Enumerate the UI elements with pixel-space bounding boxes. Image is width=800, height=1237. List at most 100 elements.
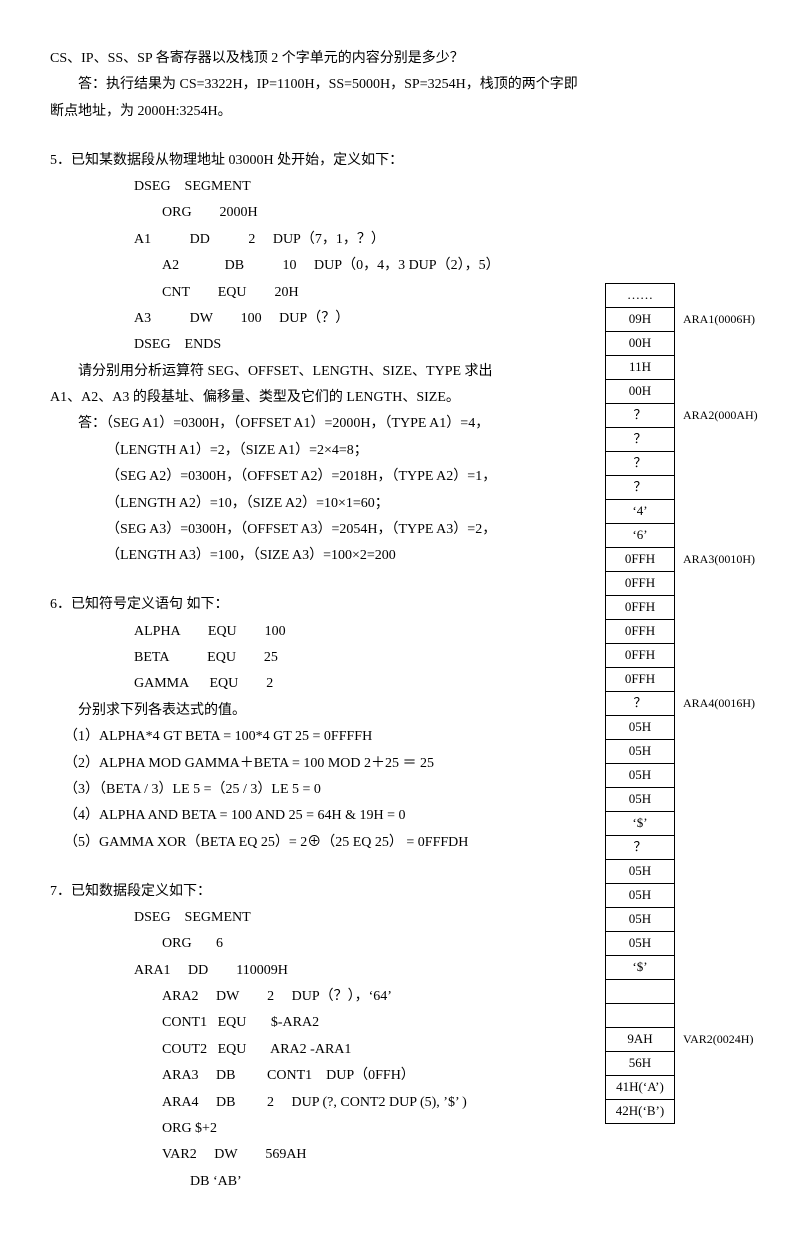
memory-label: ARA3(0010H) (675, 548, 760, 572)
text-line: A1、A2、A3 的段基址、偏移量、类型及它们的 LENGTH、SIZE。 (50, 387, 597, 409)
memory-cell: 56H (606, 1052, 675, 1076)
memory-cell: ‘$’ (606, 956, 675, 980)
memory-cell: ‘4’ (606, 500, 675, 524)
code: ARA3 DB CONT1 DUP（0FFH） (50, 1065, 597, 1087)
memory-label: ARA2(000AH) (675, 404, 760, 428)
code: COUT2 EQU ARA2 -ARA1 (50, 1039, 597, 1061)
code: GAMMA EQU 2 (50, 673, 597, 695)
memory-label (675, 812, 760, 836)
code: A3 DW 100 DUP（？） (50, 308, 597, 330)
memory-cell: 05H (606, 908, 675, 932)
memory-label (675, 284, 760, 308)
memory-cell: 42H(‘B’) (606, 1100, 675, 1124)
memory-label (675, 1052, 760, 1076)
memory-cell: 0FFH (606, 668, 675, 692)
q5-title: 5．已知某数据段从物理地址 03000H 处开始，定义如下： (50, 150, 597, 172)
memory-cell: 05H (606, 884, 675, 908)
memory-cell: 05H (606, 932, 675, 956)
memory-cell (606, 980, 675, 1004)
memory-label (675, 740, 760, 764)
q7-title: 7．已知数据段定义如下： (50, 881, 597, 903)
answer: （LENGTH A3）=100，（SIZE A3）=100×2=200 (50, 545, 597, 567)
code: ALPHA EQU 100 (50, 621, 597, 643)
memory-cell: ？ (606, 692, 675, 716)
memory-cell: 05H (606, 860, 675, 884)
code: ARA4 DB 2 DUP (?, CONT2 DUP (5), ’$’ ) (50, 1092, 597, 1114)
text-line: 断点地址，为 2000H:3254H。 (50, 101, 597, 123)
code: ORG 2000H (50, 202, 597, 224)
memory-cell: 0FFH (606, 620, 675, 644)
code: A1 DD 2 DUP（7，1，？） (50, 229, 597, 251)
answer: 答：（SEG A1）=0300H，（OFFSET A1）=2000H，（TYPE… (50, 413, 597, 435)
memory-label: VAR2(0024H) (675, 1028, 760, 1052)
code: A2 DB 10 DUP（0，4，3 DUP（2），5） (50, 255, 597, 277)
memory-label (675, 956, 760, 980)
code: VAR2 DW 569AH (50, 1144, 597, 1166)
code: CNT EQU 20H (50, 282, 597, 304)
memory-label (675, 980, 760, 1004)
memory-label (675, 356, 760, 380)
memory-cell: ？ (606, 428, 675, 452)
memory-label (675, 908, 760, 932)
memory-cell: 00H (606, 332, 675, 356)
memory-label (675, 620, 760, 644)
memory-label (675, 716, 760, 740)
memory-cell: 05H (606, 764, 675, 788)
memory-label (675, 836, 760, 860)
memory-cell: 05H (606, 716, 675, 740)
memory-cell: 05H (606, 740, 675, 764)
memory-label (675, 428, 760, 452)
memory-cell: 00H (606, 380, 675, 404)
answer: （SEG A3）=0300H，（OFFSET A3）=2054H，（TYPE A… (50, 519, 597, 541)
memory-cell: 09H (606, 308, 675, 332)
text-line: 答：执行结果为 CS=3322H，IP=1100H，SS=5000H，SP=32… (50, 74, 597, 96)
memory-label (675, 1004, 760, 1028)
expr: （2）ALPHA MOD GAMMA＋BETA = 100 MOD 2＋25 ＝… (50, 753, 597, 775)
memory-label: ARA1(0006H) (675, 308, 760, 332)
memory-label (675, 500, 760, 524)
memory-label (675, 476, 760, 500)
memory-label (675, 668, 760, 692)
memory-cell: …… (606, 284, 675, 308)
memory-label (675, 452, 760, 476)
code: DSEG SEGMENT (50, 907, 597, 929)
memory-label (675, 764, 760, 788)
code: BETA EQU 25 (50, 647, 597, 669)
memory-cell: 0FFH (606, 572, 675, 596)
text-line: 分别求下列各表达式的值。 (50, 700, 597, 722)
memory-cell: 9AH (606, 1028, 675, 1052)
memory-label (675, 524, 760, 548)
memory-cell: ‘$’ (606, 812, 675, 836)
memory-cell: ？ (606, 476, 675, 500)
memory-label (675, 932, 760, 956)
expr: （4）ALPHA AND BETA = 100 AND 25 = 64H & 1… (50, 805, 597, 827)
code: ORG 6 (50, 933, 597, 955)
code: DB ‘AB’ (50, 1171, 597, 1193)
code: DSEG ENDS (50, 334, 597, 356)
memory-table: ……09HARA1(0006H)00H11H00H？ARA2(000AH)？？？… (605, 283, 760, 1124)
memory-label (675, 788, 760, 812)
memory-cell: 11H (606, 356, 675, 380)
memory-label (675, 860, 760, 884)
memory-cell: 0FFH (606, 548, 675, 572)
memory-label: ARA4(0016H) (675, 692, 760, 716)
memory-cell: 05H (606, 788, 675, 812)
code: DSEG SEGMENT (50, 176, 597, 198)
answer: （SEG A2）=0300H，（OFFSET A2）=2018H，（TYPE A… (50, 466, 597, 488)
code: ORG $+2 (50, 1118, 597, 1140)
memory-label (675, 572, 760, 596)
answer: （LENGTH A2）=10，（SIZE A2）=10×1=60； (50, 493, 597, 515)
expr: （1）ALPHA*4 GT BETA = 100*4 GT 25 = 0FFFF… (50, 726, 597, 748)
expr: （3）（BETA / 3）LE 5 =（25 / 3）LE 5 = 0 (50, 779, 597, 801)
memory-label (675, 644, 760, 668)
q6-title: 6．已知符号定义语句 如下： (50, 594, 597, 616)
memory-cell: ？ (606, 452, 675, 476)
memory-cell: ‘6’ (606, 524, 675, 548)
memory-cell (606, 1004, 675, 1028)
memory-label (675, 1076, 760, 1100)
answer: （LENGTH A1）=2，（SIZE A1）=2×4=8； (50, 440, 597, 462)
memory-label (675, 596, 760, 620)
memory-label (675, 332, 760, 356)
memory-cell: 0FFH (606, 596, 675, 620)
memory-label (675, 1100, 760, 1124)
